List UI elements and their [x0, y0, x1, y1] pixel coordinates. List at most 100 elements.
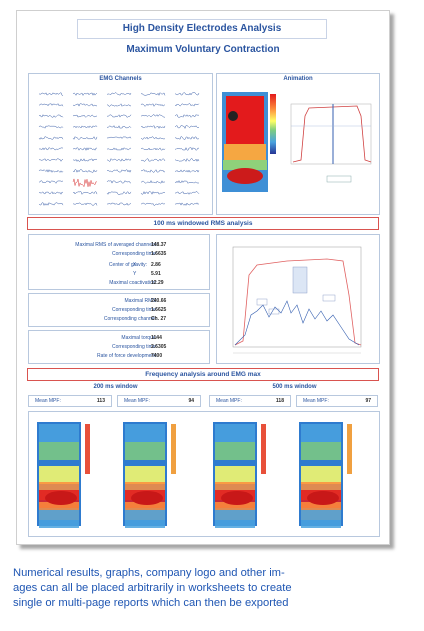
- report-title: High Density Electrodes Analysis: [77, 19, 327, 39]
- mpf-label: Mean MPF:: [35, 398, 61, 404]
- emg-trace: [106, 180, 132, 184]
- heatmap-colorbar: [270, 94, 276, 154]
- stat-value: 12.29: [151, 280, 164, 286]
- stat-value: 240.66: [151, 298, 167, 304]
- emg-trace: [38, 158, 64, 162]
- emg-trace: [174, 92, 200, 96]
- stat-label: Center of gravity:: [108, 262, 147, 268]
- animation-view: [222, 92, 372, 192]
- emg-trace: [72, 114, 97, 118]
- caption-text: Numerical results, graphs, company logo …: [13, 566, 417, 611]
- stat-axis: Y: [133, 271, 137, 277]
- emg-trace: [174, 103, 200, 107]
- frequency-heatmap: [123, 422, 176, 528]
- emg-trace: [72, 178, 98, 188]
- emg-channel-traces: [38, 92, 200, 207]
- emg-trace: [38, 136, 64, 140]
- mean-mpf-box: Mean MPF: 113: [28, 395, 112, 407]
- emg-trace: [38, 114, 64, 118]
- mpf-value: 97: [365, 398, 371, 404]
- emg-trace: [38, 147, 64, 151]
- emg-trace: [106, 114, 132, 118]
- frequency-heatmap: [37, 422, 90, 528]
- stats-box-torque: Maximal torque: 1144 Corresponding time: 2…: [28, 330, 210, 364]
- stat-label: Corresponding channel:: [103, 316, 157, 322]
- frequency-maps-panel[interactable]: [28, 411, 380, 537]
- emg-trace: [107, 147, 132, 151]
- stat-value: Ch. 27: [151, 316, 167, 322]
- emg-channels-title: EMG Channels: [99, 76, 142, 82]
- emg-trace: [174, 169, 200, 173]
- emg-trace: [140, 125, 166, 129]
- emg-trace: [72, 125, 98, 129]
- emg-trace: [107, 202, 132, 206]
- emg-trace: [106, 191, 132, 195]
- emg-trace: [38, 202, 64, 207]
- stat-value: 148.37: [151, 242, 167, 248]
- report-subtitle: Maximum Voluntary Contraction: [126, 44, 280, 55]
- emg-trace: [140, 202, 166, 206]
- emg-trace: [107, 158, 132, 162]
- emg-trace: [39, 180, 64, 184]
- emg-trace: [140, 169, 166, 173]
- emg-trace: [140, 190, 166, 195]
- emg-trace: [141, 179, 166, 184]
- annotation-box: [268, 308, 280, 315]
- colorbar: [261, 424, 266, 474]
- stat-value: 5.91: [151, 271, 161, 277]
- animation-title: Animation: [283, 76, 313, 82]
- stat-label: Maximal RMS:: [124, 298, 157, 304]
- mean-mpf-box: Mean MPF: 97: [296, 395, 378, 407]
- stat-label: Maximal torque:: [121, 335, 157, 341]
- mpf-label: Mean MPF:: [216, 398, 242, 404]
- emg-trace: [174, 158, 200, 162]
- animation-plot-frame: [290, 103, 372, 165]
- rms-graph-panel[interactable]: [216, 234, 380, 364]
- emg-trace: [106, 136, 132, 139]
- stat-value: 2.86: [151, 262, 161, 268]
- emg-trace: [106, 103, 132, 107]
- emg-trace: [140, 92, 166, 96]
- emg-trace: [38, 191, 64, 195]
- stat-label: Corresponding time:: [111, 307, 157, 313]
- stats-box-channel: Maximal RMS: 240.66 Corresponding time: 1.…: [28, 293, 210, 327]
- emg-trace: [140, 158, 166, 162]
- mpf-value: 113: [96, 398, 105, 404]
- stat-axis: X: [133, 262, 137, 268]
- emg-trace: [38, 125, 64, 129]
- colorbar: [85, 424, 90, 474]
- frequency-heatmap: [299, 422, 352, 528]
- stat-value: 1.6635: [151, 251, 167, 257]
- emg-trace: [72, 158, 98, 162]
- emg-trace: [72, 202, 98, 206]
- window-title-200: 200 ms window: [93, 384, 138, 390]
- caption-line: ages can all be placed arbitrarily in wo…: [13, 582, 292, 594]
- force-curve: [292, 105, 372, 163]
- emg-trace: [72, 136, 98, 140]
- animation-panel[interactable]: Animation: [216, 73, 380, 215]
- emg-channels-panel[interactable]: EMG Channels: [28, 73, 213, 215]
- emg-trace: [140, 114, 166, 118]
- frequency-heatmaps: [37, 422, 352, 528]
- emg-trace: [174, 180, 200, 184]
- emg-trace: [39, 92, 64, 96]
- animation-legend: [326, 175, 352, 183]
- mpf-label: Mean MPF:: [124, 398, 150, 404]
- stat-label: Corresponding time:: [111, 344, 157, 350]
- stat-value: 1.6625: [151, 307, 167, 313]
- report-page: High Density Electrodes Analysis Maximum…: [16, 10, 390, 545]
- emg-trace: [106, 125, 132, 129]
- torque-curve: [234, 258, 362, 346]
- colorbar: [171, 424, 176, 474]
- emg-trace: [174, 202, 200, 206]
- emg-trace: [174, 147, 200, 151]
- stat-value: 7400: [151, 353, 163, 359]
- stat-value: 2.6305: [151, 344, 167, 350]
- mean-mpf-box: Mean MPF: 118: [209, 395, 291, 407]
- emg-trace: [72, 169, 98, 173]
- stat-label: Maximal coactivation:: [109, 280, 157, 286]
- emg-trace: [39, 103, 64, 107]
- stats-box-averaged: Maximal RMS of averaged channels: 148.37 …: [28, 234, 210, 290]
- caption-line: Numerical results, graphs, company logo …: [13, 567, 285, 579]
- colorbar: [347, 424, 352, 474]
